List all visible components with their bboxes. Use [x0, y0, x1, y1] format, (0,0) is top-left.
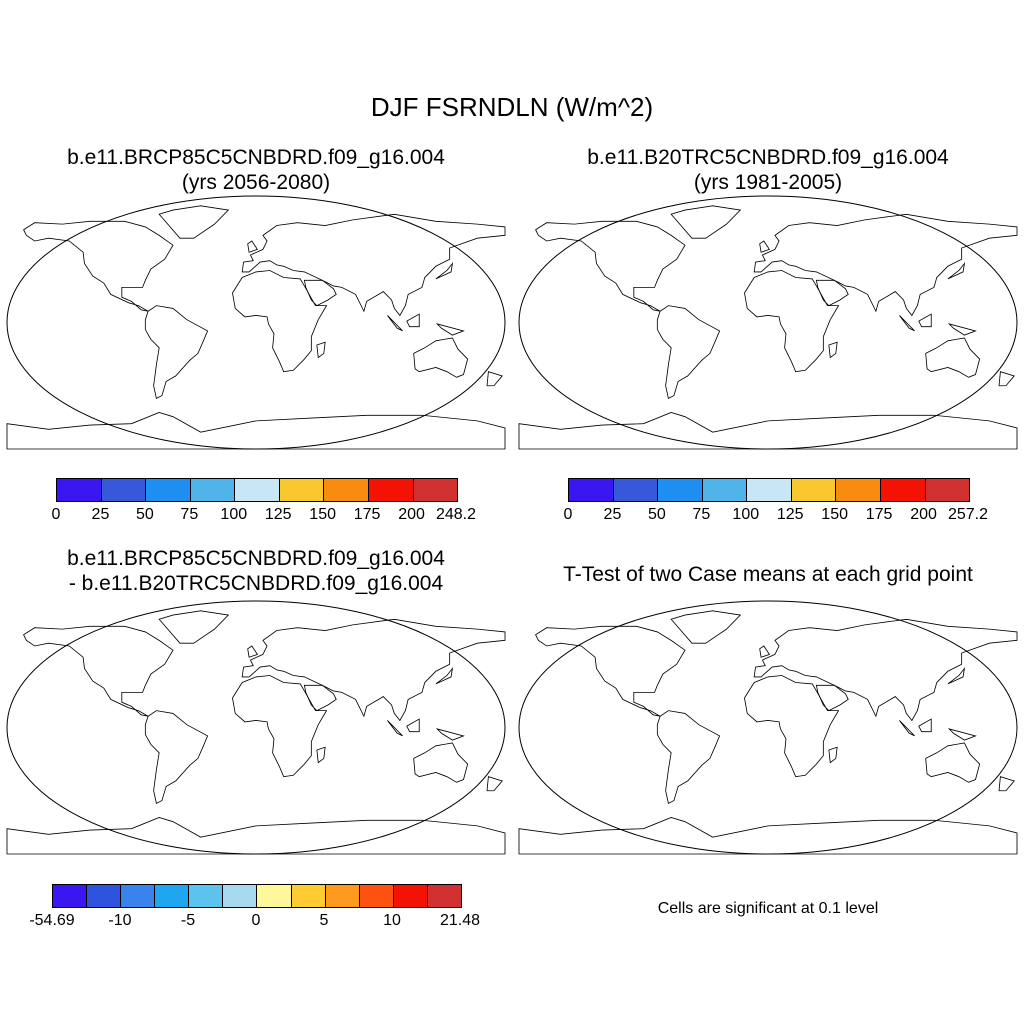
- colorbar-tick-label: 50: [647, 506, 666, 523]
- colorbar-swatch: [925, 479, 970, 501]
- colorbar-tick-label: 150: [821, 506, 849, 523]
- colorbar-tick-label: 50: [135, 506, 154, 523]
- colorbar-swatch: [190, 479, 236, 501]
- colorbar-swatch: [368, 479, 414, 501]
- colorbar-tick-label: 21.48: [439, 912, 481, 929]
- panel-1-title-line2: (yrs 2056-2080): [181, 171, 331, 194]
- colorbar-swatch: [235, 479, 280, 501]
- panel-4-title: T-Test of two Case means at each grid po…: [512, 562, 1024, 587]
- colorbar-tick-label: 25: [603, 506, 622, 523]
- colorbar-tick-label: 175: [865, 506, 893, 523]
- colorbar-tick-label: 0: [51, 506, 61, 523]
- colorbar-swatch: [279, 479, 325, 501]
- colorbar-swatch: [702, 479, 748, 501]
- colorbar-swatch: [613, 479, 659, 501]
- colorbar-swatch: [413, 479, 458, 501]
- colorbar-tick-label: 175: [353, 506, 381, 523]
- colorbar-tick-label: 100: [732, 506, 760, 523]
- colorbar-tick-label: 248.2: [435, 506, 477, 523]
- colorbar-tick-label: 257.2: [947, 506, 989, 523]
- panel-3-colorbar: [52, 884, 462, 908]
- significance-note: Cells are significant at 0.1 level: [657, 900, 879, 917]
- colorbar-tick-label: -10: [108, 912, 132, 929]
- panel-2-colorbar: [568, 478, 970, 502]
- colorbar-swatch: [101, 479, 147, 501]
- panel-4-title-line1: T-Test of two Case means at each grid po…: [563, 563, 973, 586]
- panel-3-map: [6, 600, 506, 855]
- colorbar-tick-label: 150: [309, 506, 337, 523]
- panel-4-map: [518, 600, 1018, 855]
- colorbar-tick-label: 0: [251, 912, 261, 929]
- colorbar-swatch: [291, 885, 326, 907]
- colorbar-tick-label: 200: [398, 506, 425, 523]
- panel-3-title-line2: - b.e11.B20TRC5CNBDRD.f09_g16.004: [68, 572, 444, 595]
- colorbar-swatch: [569, 479, 614, 501]
- panel-3-title: b.e11.BRCP85C5CNBDRD.f09_g16.004 - b.e11…: [0, 546, 512, 596]
- colorbar-tick-label: 125: [776, 506, 804, 523]
- colorbar-swatch: [359, 885, 394, 907]
- colorbar-tick-label: 200: [910, 506, 937, 523]
- colorbar-swatch: [324, 479, 369, 501]
- panel-2-title-line2: (yrs 1981-2005): [693, 171, 843, 194]
- colorbar-swatch: [658, 479, 703, 501]
- panel-3-colorbar-labels: -54.69 -10 -5 0 5 10 21.48: [29, 912, 480, 932]
- colorbar-swatch: [393, 885, 428, 907]
- panel-2-title-line1: b.e11.B20TRC5CNBDRD.f09_g16.004: [587, 146, 949, 169]
- panel-1-colorbar: [56, 478, 458, 502]
- panel-1-map: [6, 195, 506, 450]
- colorbar-tick-label: 10: [383, 912, 401, 929]
- colorbar-tick-label: 25: [91, 506, 110, 523]
- panel-2-map: [518, 195, 1018, 450]
- colorbar-swatch: [87, 885, 122, 907]
- colorbar-swatch: [257, 885, 292, 907]
- colorbar-tick-label: 0: [563, 506, 573, 523]
- colorbar-swatch: [223, 885, 258, 907]
- panel-1-colorbar-labels: 0 25 50 75 100 125 150 175 200 248.2: [52, 506, 476, 526]
- colorbar-swatch: [880, 479, 926, 501]
- colorbar-swatch: [189, 885, 224, 907]
- colorbar-tick-label: -54.69: [29, 912, 75, 929]
- colorbar-swatch: [121, 885, 156, 907]
- colorbar-swatch: [325, 885, 360, 907]
- colorbar-tick-label: 125: [264, 506, 292, 523]
- colorbar-tick-label: 100: [220, 506, 248, 523]
- colorbar-swatch: [791, 479, 837, 501]
- colorbar-swatch: [747, 479, 792, 501]
- figure-title: DJF FSRNDLN (W/m^2): [370, 92, 654, 122]
- colorbar-swatch: [57, 479, 102, 501]
- colorbar-tick-label: -5: [180, 912, 196, 929]
- colorbar-swatch: [146, 479, 191, 501]
- panel-1-title-line1: b.e11.BRCP85C5CNBDRD.f09_g16.004: [67, 146, 445, 169]
- colorbar-swatch: [427, 885, 461, 907]
- colorbar-swatch: [155, 885, 190, 907]
- colorbar-tick-label: 5: [319, 912, 329, 929]
- panel-2-colorbar-labels: 0 25 50 75 100 125 150 175 200 257.2: [564, 506, 988, 526]
- colorbar-swatch: [53, 885, 88, 907]
- panel-1-title: b.e11.BRCP85C5CNBDRD.f09_g16.004 (yrs 20…: [0, 145, 512, 195]
- colorbar-tick-label: 75: [692, 506, 711, 523]
- panel-3-title-line1: b.e11.BRCP85C5CNBDRD.f09_g16.004: [67, 547, 445, 570]
- colorbar-tick-label: 75: [180, 506, 199, 523]
- colorbar-swatch: [836, 479, 881, 501]
- panel-2-title: b.e11.B20TRC5CNBDRD.f09_g16.004 (yrs 198…: [512, 145, 1024, 195]
